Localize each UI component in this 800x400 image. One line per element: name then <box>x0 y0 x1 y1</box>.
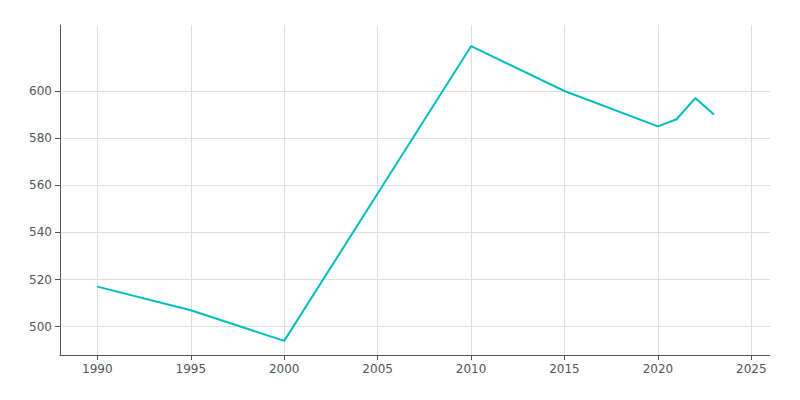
svg-text:580: 580 <box>29 131 52 145</box>
svg-text:600: 600 <box>29 84 52 98</box>
svg-text:1995: 1995 <box>176 362 207 376</box>
svg-text:2020: 2020 <box>643 362 674 376</box>
svg-text:2010: 2010 <box>456 362 487 376</box>
svg-text:540: 540 <box>29 225 52 239</box>
svg-text:560: 560 <box>29 178 52 192</box>
svg-text:2000: 2000 <box>269 362 300 376</box>
svg-text:1990: 1990 <box>82 362 113 376</box>
svg-text:520: 520 <box>29 273 52 287</box>
svg-text:500: 500 <box>29 320 52 334</box>
svg-text:2015: 2015 <box>549 362 580 376</box>
svg-text:2025: 2025 <box>736 362 767 376</box>
svg-text:2005: 2005 <box>362 362 393 376</box>
